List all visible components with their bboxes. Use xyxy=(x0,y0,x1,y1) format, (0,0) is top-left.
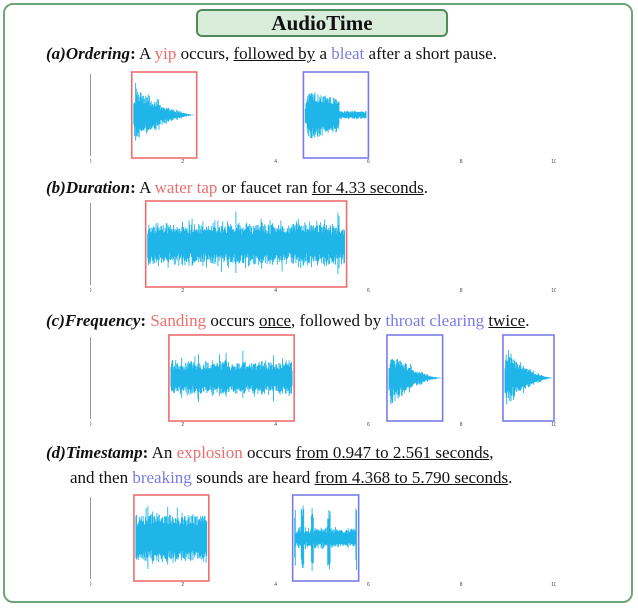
waveform-panel-frequency: 1.10246810 xyxy=(90,333,556,428)
x-tick-label: 6 xyxy=(367,582,370,588)
caption-segment: occurs xyxy=(242,443,296,462)
x-tick-label: 4 xyxy=(274,159,277,165)
x-tick-label: 2 xyxy=(181,422,184,428)
x-tick-label: 8 xyxy=(460,288,463,294)
event-box-red xyxy=(130,71,198,159)
caption-segment: , followed by xyxy=(291,311,386,330)
x-tick-label: 10 xyxy=(551,582,556,588)
caption-text: and then breaking sounds are heard from … xyxy=(70,468,512,487)
caption-segment: after a short pause. xyxy=(364,44,497,63)
caption-segment: water tap xyxy=(154,178,218,197)
event-box-blue xyxy=(502,334,555,422)
caption-segment: . xyxy=(508,468,513,487)
waveform-event-1 xyxy=(304,92,367,139)
x-tick-label: 10 xyxy=(551,422,556,428)
caption-segment: An xyxy=(151,443,177,462)
caption-text: An explosion occurs from 0.947 to 2.561 … xyxy=(152,443,494,462)
caption-segment: explosion xyxy=(176,443,243,462)
waveform-event-0 xyxy=(135,506,208,569)
caption-segment: Sanding xyxy=(150,311,207,330)
waveform-event-2 xyxy=(504,350,553,405)
caption-segment: yip xyxy=(154,44,177,63)
waveform-event-0 xyxy=(170,350,293,402)
caption-segment: from 0.947 to 2.561 seconds xyxy=(295,443,490,462)
caption-frequency: (c)Frequency: Sanding occurs once, follo… xyxy=(46,311,530,330)
x-tick-label: 0 xyxy=(90,159,92,165)
x-tick-label: 2 xyxy=(181,159,184,165)
x-tick-label: 10 xyxy=(551,288,556,294)
x-tick-label: 8 xyxy=(460,582,463,588)
caption-segment: , xyxy=(489,443,494,462)
event-box-red xyxy=(133,494,210,582)
caption-duration: (b)Duration: A water tap or faucet ran f… xyxy=(46,178,428,197)
waveform-plot: 1.10246810 xyxy=(90,334,556,428)
x-tick-label: 6 xyxy=(367,159,370,165)
caption-segment: or faucet ran xyxy=(217,178,312,197)
event-box-red xyxy=(168,334,295,422)
caption-segment: . xyxy=(423,178,428,197)
event-box-blue xyxy=(302,71,370,159)
caption-timestamp-line2: and then breaking sounds are heard from … xyxy=(70,468,512,488)
caption-segment: a xyxy=(315,44,332,63)
caption-segment: breaking xyxy=(132,468,192,487)
x-tick-label: 0 xyxy=(90,582,92,588)
caption-tag: (a)Ordering xyxy=(46,44,131,63)
caption-segment: for 4.33 seconds xyxy=(311,178,424,197)
caption-segment: once xyxy=(258,311,292,330)
waveform-event-0 xyxy=(133,82,195,141)
x-tick-label: 2 xyxy=(181,582,184,588)
caption-segment: followed by xyxy=(233,44,316,63)
x-tick-label: 4 xyxy=(274,288,277,294)
event-box-red xyxy=(144,200,348,288)
caption-segment: twice xyxy=(488,311,526,330)
x-tick-label: 8 xyxy=(460,159,463,165)
waveform-event-1 xyxy=(388,358,442,405)
caption-tag: (b)Duration xyxy=(46,178,131,197)
event-box-blue xyxy=(291,494,360,582)
caption-segment: . xyxy=(525,311,530,330)
waveform-panel-duration: 1.10246810 xyxy=(90,199,556,294)
caption-segment: from 4.368 to 5.790 seconds xyxy=(314,468,509,487)
figure-title: AudioTime xyxy=(196,9,448,37)
caption-segment: occurs xyxy=(206,311,259,330)
caption-timestamp: (d)Timestamp: An explosion occurs from 0… xyxy=(46,443,494,462)
caption-segment: and then xyxy=(70,468,133,487)
event-box-blue xyxy=(386,334,444,422)
caption-text: A water tap or faucet ran for 4.33 secon… xyxy=(139,178,428,197)
waveform-plot: 1.10246810 xyxy=(90,71,556,165)
waveform-event-1 xyxy=(294,505,357,571)
caption-ordering: (a)Ordering: A yip occurs, followed by a… xyxy=(46,44,497,63)
x-tick-label: 10 xyxy=(551,159,556,165)
x-tick-label: 0 xyxy=(90,288,92,294)
caption-segment: A xyxy=(139,178,155,197)
caption-segment: throat clearing xyxy=(385,311,485,330)
waveform-event-0 xyxy=(147,211,345,275)
caption-segment: sounds are heard xyxy=(191,468,315,487)
waveform-plot: 1.10246810 xyxy=(90,200,556,294)
caption-text: Sanding occurs once, followed by throat … xyxy=(150,311,529,330)
x-tick-label: 0 xyxy=(90,422,92,428)
caption-segment: occurs, xyxy=(176,44,234,63)
x-tick-label: 6 xyxy=(367,422,370,428)
caption-segment: A xyxy=(139,44,155,63)
caption-segment: bleat xyxy=(331,44,365,63)
x-tick-label: 6 xyxy=(367,288,370,294)
x-tick-label: 4 xyxy=(274,582,277,588)
x-tick-label: 8 xyxy=(460,422,463,428)
waveform-panel-timestamp: 0 2 4 6 8 10 xyxy=(90,493,556,588)
waveform-panel-ordering: 1.10246810 xyxy=(90,70,556,165)
caption-text: A yip occurs, followed by a bleat after … xyxy=(139,44,497,63)
caption-tag: (c)Frequency xyxy=(46,311,141,330)
x-tick-label: 2 xyxy=(181,288,184,294)
x-tick-label: 4 xyxy=(274,422,277,428)
caption-tag: (d)Timestamp xyxy=(46,443,143,462)
waveform-plot: 0 2 4 6 8 10 xyxy=(90,494,556,588)
